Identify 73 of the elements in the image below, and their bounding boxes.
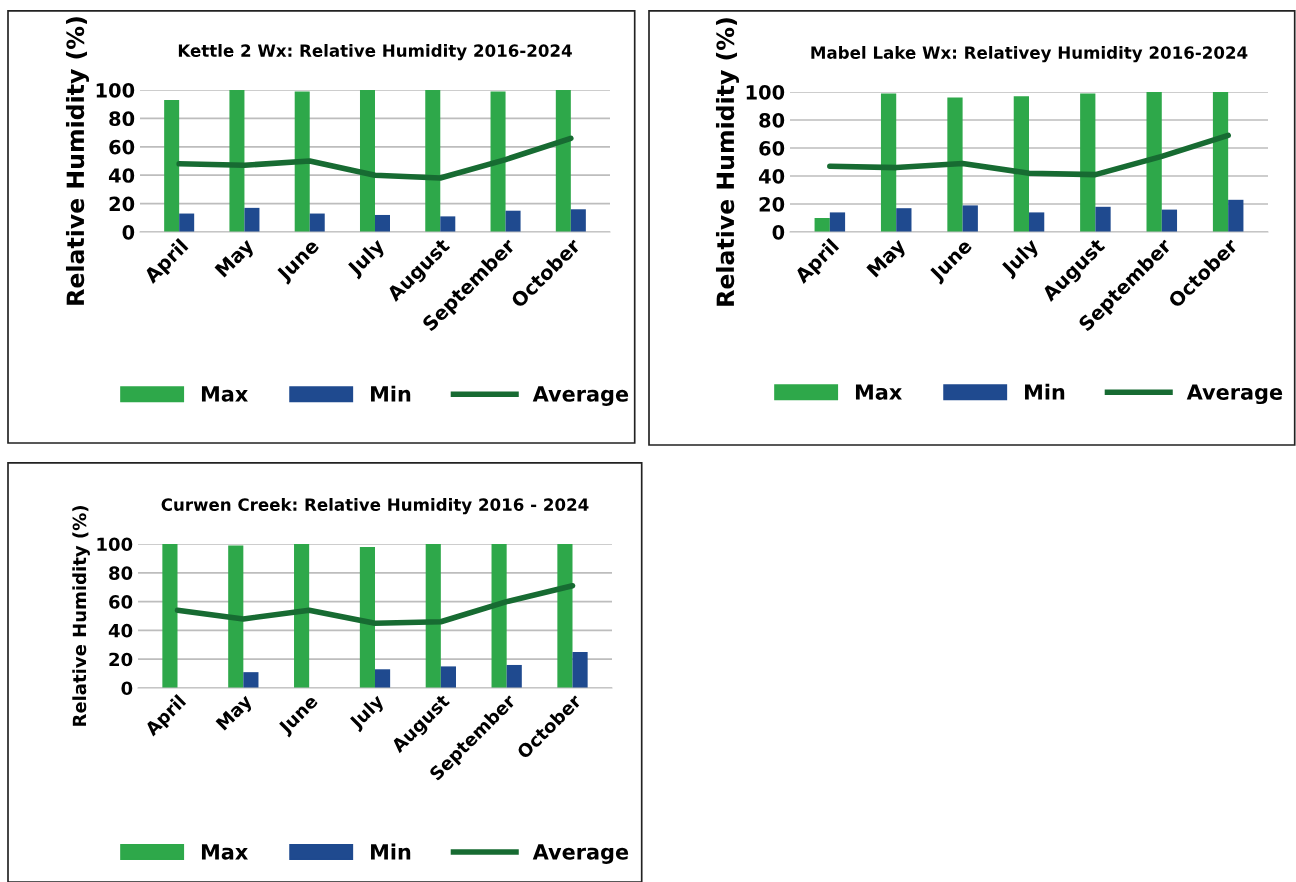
bar xyxy=(1212,92,1229,232)
bar xyxy=(375,214,391,232)
bar xyxy=(1161,209,1178,232)
y-tick-label: 20 xyxy=(109,652,133,667)
y-tick-label: 20 xyxy=(109,196,135,212)
y-tick-label: 40 xyxy=(108,623,133,638)
bar xyxy=(491,544,507,688)
legend-label: Average xyxy=(1186,384,1283,405)
bar xyxy=(570,209,586,232)
y-tick-label: 0 xyxy=(772,224,785,240)
y-tick-label: 60 xyxy=(109,139,135,155)
y-tick-label: 80 xyxy=(759,112,785,128)
bar xyxy=(1013,96,1029,232)
y-tick-label: 0 xyxy=(121,681,133,696)
bar xyxy=(814,218,830,232)
chart-title: Curwen Creek: Relative Humidity 2016 - 2024 xyxy=(161,498,589,515)
y-tick-label: 20 xyxy=(759,196,785,212)
bar xyxy=(572,652,588,688)
bar xyxy=(162,544,178,688)
y-tick-label: 100 xyxy=(746,84,785,100)
bar xyxy=(880,93,897,232)
bar xyxy=(425,90,441,232)
legend-label: Average xyxy=(532,386,629,406)
bar xyxy=(829,212,846,232)
y-tick-label: 60 xyxy=(759,140,785,156)
legend-label: Min xyxy=(371,843,411,860)
legend-label: Max xyxy=(201,844,248,860)
bar xyxy=(359,546,375,688)
bar xyxy=(896,208,912,232)
y-tick-label: 40 xyxy=(758,168,785,184)
bar xyxy=(294,91,310,232)
legend-label: Min xyxy=(371,385,411,402)
bar xyxy=(962,205,978,232)
bar xyxy=(440,216,456,232)
legend-label: Min xyxy=(1025,383,1065,400)
chart-title: Kettle 2 Wx: Relative Humidity 2016-2024 xyxy=(178,44,572,61)
bar xyxy=(243,672,259,688)
bar xyxy=(1029,212,1045,232)
y-tick-label: 80 xyxy=(109,111,135,127)
bar xyxy=(228,545,244,688)
y-tick-label: 60 xyxy=(109,595,133,609)
bar xyxy=(179,213,195,232)
bar xyxy=(294,544,310,688)
bar xyxy=(1228,199,1244,232)
y-tick-label: 100 xyxy=(96,82,135,98)
bar xyxy=(490,91,506,232)
y-axis-title: Relative Humidity (%) xyxy=(65,17,89,305)
bar xyxy=(506,664,522,688)
bar xyxy=(440,666,456,688)
bar xyxy=(557,544,573,688)
bar xyxy=(505,210,521,232)
bar xyxy=(555,90,571,232)
legend-label: Average xyxy=(532,844,629,864)
bar xyxy=(229,90,245,232)
bar xyxy=(309,213,325,232)
bar xyxy=(359,90,375,232)
y-axis-title: Relative Humidity (%) xyxy=(72,506,90,726)
bar xyxy=(375,669,391,688)
chart-title: Mabel Lake Wx: Relativey Humidity 2016-2024 xyxy=(811,46,1248,63)
bar xyxy=(1095,206,1111,232)
y-axis-title: Relative Humidity (%) xyxy=(715,18,739,306)
legend-label: Max xyxy=(855,384,902,400)
bar xyxy=(164,99,180,232)
bar xyxy=(1080,93,1096,232)
bar xyxy=(1146,92,1162,232)
bar xyxy=(947,97,963,232)
bar xyxy=(425,544,441,688)
bar xyxy=(244,207,260,232)
y-tick-label: 0 xyxy=(122,224,135,240)
y-tick-label: 40 xyxy=(108,168,135,183)
legend-label: Max xyxy=(201,386,248,402)
y-tick-label: 80 xyxy=(109,566,133,580)
y-tick-label: 100 xyxy=(97,537,133,552)
